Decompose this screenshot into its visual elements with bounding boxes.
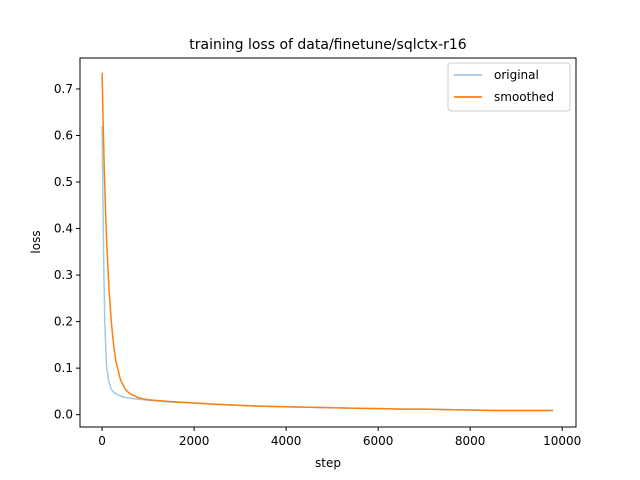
plot-background [80,58,576,427]
y-tick-label: 0.6 [54,128,73,142]
series-line-smoothed [101,72,553,412]
y-tick-label: 0.2 [54,315,73,329]
y-tick-label: 0.1 [54,361,73,375]
plot-frame [79,57,577,428]
legend: original smoothed [447,62,571,112]
plot-area [79,57,577,428]
x-tick-label: 6000 [363,434,394,448]
y-tick-label: 0.3 [54,268,73,282]
y-axis-title: loss [29,230,43,253]
chart-title: training loss of data/finetune/sqlctx-r1… [189,37,467,53]
x-tick-label: 10000 [543,434,581,448]
x-tick-label: 8000 [455,434,486,448]
y-tick-label: 0.0 [54,408,73,422]
y-tick-label: 0.4 [54,222,73,236]
x-axis: 0 2000 4000 6000 8000 10000 [98,427,581,448]
legend-label-smoothed: smoothed [494,90,554,104]
legend-label-original: original [494,68,539,82]
x-tick-label: 4000 [271,434,302,448]
y-axis: 0.0 0.1 0.2 0.3 0.4 0.5 0.6 0.7 [54,82,80,422]
y-tick-label: 0.7 [54,82,73,96]
y-tick-label: 0.5 [54,175,73,189]
series-layer [101,72,553,412]
x-tick-label: 2000 [179,434,210,448]
x-tick-label: 0 [98,434,106,448]
x-axis-title: step [315,456,341,470]
